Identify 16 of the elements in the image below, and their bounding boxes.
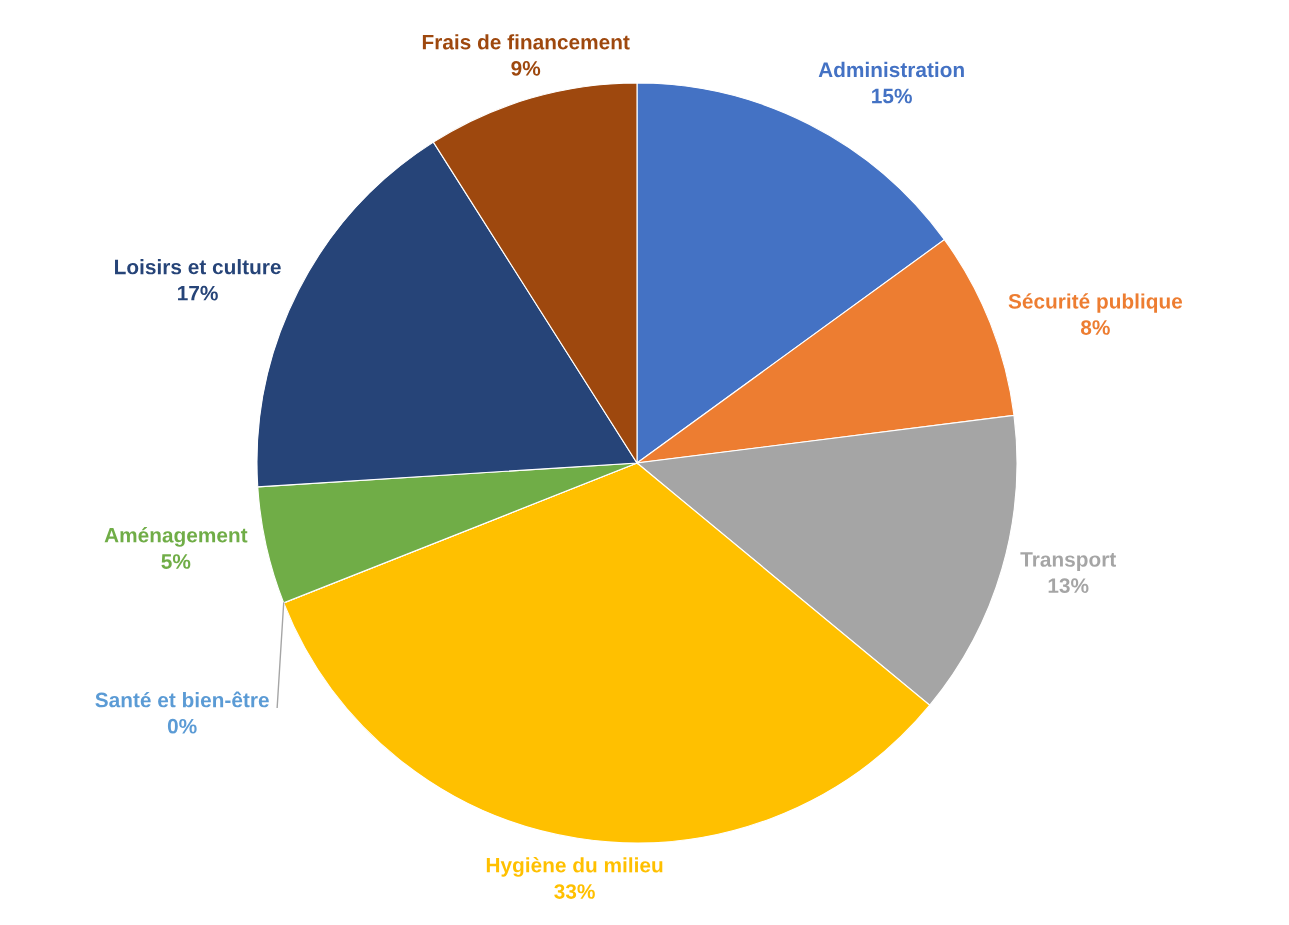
data-label: 17% [178,285,218,301]
data-label: 13% [1048,578,1089,594]
data-label: 5% [161,554,191,569]
slice-label: Loisirs et culture [115,259,281,275]
data-label: 8% [1080,320,1110,335]
slice-label: Sécurité publique [1008,293,1183,313]
data-label: 9% [511,60,541,76]
category-label: Santé et bien-être [95,691,269,708]
data-label: 15% [872,88,912,104]
slice-label: Frais de financement [422,34,630,50]
slice-label: Transport [1020,552,1116,571]
data-label: 33% [554,884,595,899]
slice-label: Aménagement [104,527,248,547]
slice-label: Hygiène du milieu [486,857,663,877]
slice-label: Administration [818,61,964,78]
text: 0% [167,718,197,734]
